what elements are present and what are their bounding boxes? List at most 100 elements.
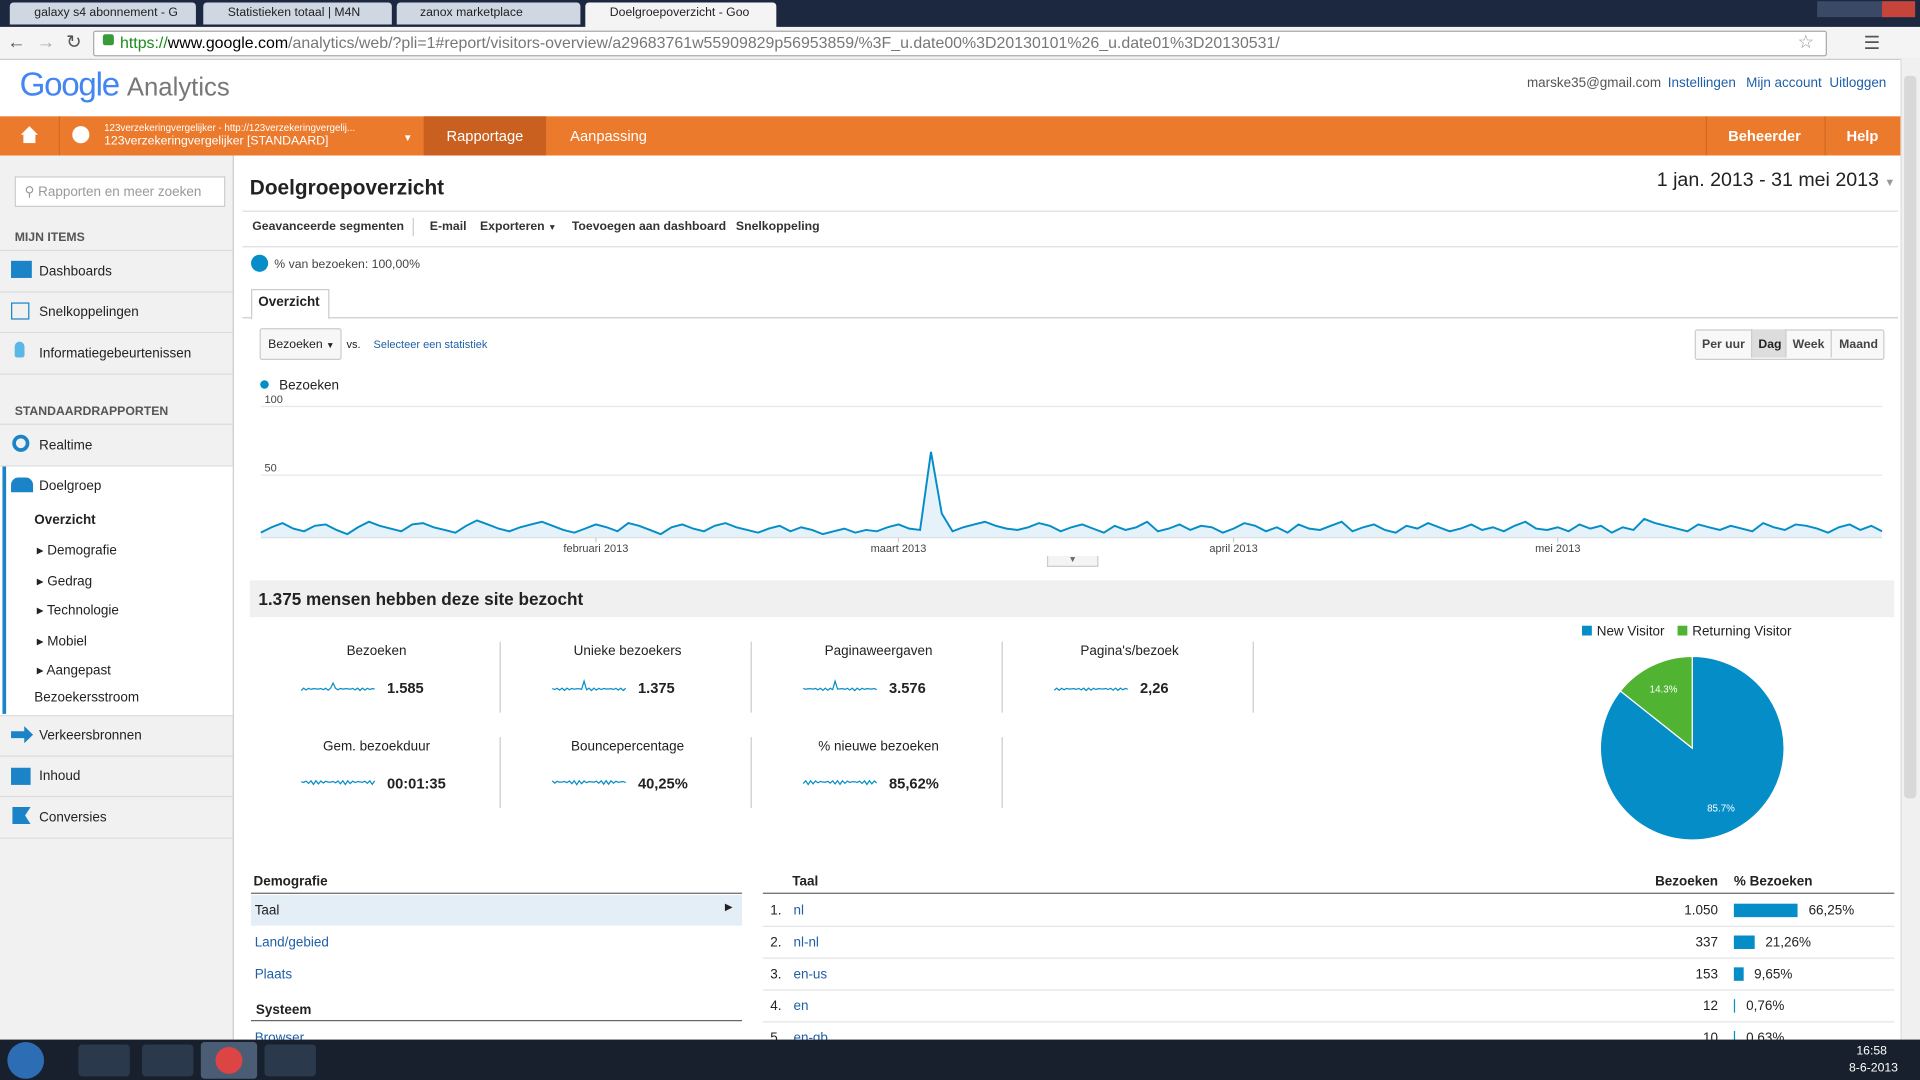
granularity-button[interactable]: Week [1792,337,1825,352]
property-name[interactable]: 123verzekeringvergelijker [STANDAARD] [104,134,329,149]
nav-tab[interactable]: Rapportage [446,127,524,145]
sidebar-item[interactable]: Conversies [39,810,107,826]
table-header: Taal [792,874,819,889]
action[interactable]: Toevoegen aan dashboard [571,220,727,234]
tab-label[interactable]: Overzicht [258,295,320,310]
home-button[interactable] [0,116,60,156]
metric-value: 2,26 [1140,679,1169,697]
back-button[interactable]: ← [7,31,26,53]
sidebar-row[interactable] [0,291,233,333]
nav-tab[interactable]: Aanpassing [570,127,647,145]
metric-select-text[interactable]: Bezoeken ▼ [268,337,335,352]
select-stat[interactable]: Selecteer een statistiek [373,337,488,351]
sidebar-row[interactable] [0,755,233,798]
sub-text: Gedrag [47,574,93,589]
action[interactable]: Geavanceerde segmenten [252,220,405,234]
tab-title[interactable]: Statistieken totaal | M4N [227,6,361,20]
sidebar-item[interactable]: Snelkoppelingen [39,304,139,320]
language[interactable]: en-us [793,967,828,983]
nav-tab-active[interactable] [423,116,547,156]
sidebar-subitem[interactable]: ▸ Demografie [36,543,117,559]
sidebar-item[interactable]: Verkeersbronnen [39,728,142,744]
forward-button[interactable]: → [36,31,56,53]
language[interactable]: en [793,999,809,1014]
sidebar-subitem[interactable]: ▸ Technologie [36,603,119,619]
start-button[interactable] [7,1042,45,1079]
row-selected[interactable] [251,895,743,926]
granularity-button[interactable]: Dag [1758,337,1782,352]
search-box[interactable] [14,176,226,207]
tab[interactable] [9,2,196,25]
sidebar-subitem[interactable]: ▸ Mobiel [36,634,87,649]
sparkline [552,678,627,692]
nav-help[interactable]: Help [1846,127,1879,145]
legend-dot [260,380,269,389]
action[interactable]: Exporteren ▼ [480,220,557,234]
tab-active[interactable] [585,2,777,27]
sidebar-row[interactable] [0,423,233,466]
share-label: 21,26% [1765,935,1812,951]
email: marske35@gmail.com [1526,75,1662,91]
rule [251,892,743,894]
tab-title[interactable]: Doelgroepoverzicht - Goo [609,6,750,20]
demografie-item-selected[interactable]: Taal [254,903,280,919]
lock-icon [102,34,114,46]
nav-admin[interactable]: Beheerder [1728,127,1801,145]
action[interactable]: Snelkoppeling [735,220,820,234]
date-range[interactable]: 1 jan. 2013 - 31 mei 2013 ▼ [1656,170,1896,192]
dropdown-arrow[interactable]: ▼ [402,132,413,144]
demografie-item[interactable]: Plaats [254,967,293,983]
sidebar-subitem-active[interactable]: Overzicht [34,513,96,528]
logo-google: Google [19,66,121,103]
sidebar-item[interactable]: Informatiegebeurtenissen [39,346,192,362]
reload-button[interactable]: ↻ [66,31,82,53]
sidebar-subitem[interactable]: ▸ Aangepast [36,663,111,679]
header-link[interactable]: Uitloggen [1829,75,1887,91]
tab-title[interactable]: galaxy s4 abonnement - G [34,6,178,20]
tab[interactable] [203,2,392,25]
sidebar-item[interactable]: Doelgroep [39,478,102,494]
header-link[interactable]: Instellingen [1667,75,1736,91]
granularity-button[interactable]: Maand [1839,337,1878,352]
taskbar-app[interactable] [78,1044,130,1077]
sparkline [551,779,626,786]
sidebar-subitem[interactable]: Bezoekersstroom [34,690,140,706]
sidebar-row-active[interactable] [0,465,233,717]
sidebar-item[interactable]: Inhoud [39,768,81,784]
tab[interactable] [396,2,581,25]
demografie-item[interactable]: Land/gebied [254,935,329,951]
clock-date[interactable]: 8-6-2013 [1848,1061,1898,1076]
tab-active[interactable] [251,288,330,320]
metric-name: % nieuwe bezoeken [818,739,939,755]
clock-time[interactable]: 16:58 [1856,1044,1887,1058]
taskbar-app[interactable] [264,1044,316,1077]
address-bar[interactable] [93,30,1827,57]
star[interactable]: ☆ [1797,31,1815,53]
language[interactable]: nl [793,903,804,919]
metric-select[interactable] [259,328,342,360]
tab-title[interactable]: zanox marketplace [420,6,523,20]
share-label: 9,65% [1754,967,1793,983]
search-placeholder[interactable]: ⚲ Rapporten en meer zoeken [24,184,202,200]
scrollbar-thumb[interactable] [1904,75,1917,799]
taskbar [0,1039,1920,1080]
sidebar-item[interactable]: Dashboards [39,264,112,280]
sidebar-row[interactable] [0,249,233,292]
granularity-button[interactable]: Per uur [1702,337,1745,352]
language[interactable]: nl-nl [793,935,819,951]
sidebar-row[interactable] [0,795,233,839]
logo[interactable]: Google Analytics [20,66,230,104]
sidebar-subitem[interactable]: ▸ Gedrag [36,574,93,589]
chart-toggle[interactable]: ▼ [1046,555,1099,567]
menu[interactable]: ☰ [1863,33,1881,54]
header-link[interactable]: Mijn account [1746,75,1822,91]
sidebar-item[interactable]: Realtime [39,438,93,454]
close-button[interactable] [1882,1,1916,18]
property-url[interactable]: 123verzekeringvergelijker - http://123ve… [104,122,356,134]
sidebar-row[interactable] [0,331,233,375]
rule [762,892,1895,894]
action[interactable]: E-mail [429,220,467,234]
url[interactable]: https://www.google.com/analytics/web/?pl… [120,33,1280,51]
row-rule [762,989,1895,991]
taskbar-app[interactable] [142,1044,194,1077]
